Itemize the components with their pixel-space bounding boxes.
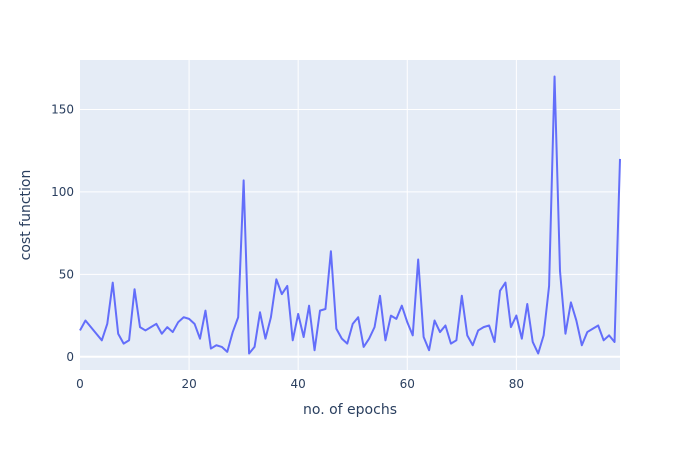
series-line — [79, 75, 621, 355]
x-tick-label: 20 — [181, 377, 196, 391]
x-tick-label: 0 — [76, 377, 84, 391]
x-tick-label: 40 — [291, 377, 306, 391]
x-axis-title: no. of epochs — [303, 402, 397, 418]
x-tick-label: 80 — [509, 377, 524, 391]
gridlines — [80, 60, 620, 370]
y-axis-ticks: 0 50 100 150 — [51, 102, 74, 363]
series-layer — [79, 75, 621, 355]
y-tick-label: 50 — [59, 267, 74, 281]
x-tick-label: 60 — [400, 377, 415, 391]
plot-area-background — [80, 60, 620, 370]
y-axis-title: cost function — [18, 170, 34, 261]
x-axis-ticks: 0 20 40 60 80 — [76, 377, 524, 391]
y-tick-label: 100 — [51, 185, 74, 199]
y-tick-label: 150 — [51, 102, 74, 116]
y-tick-label: 0 — [66, 350, 74, 364]
